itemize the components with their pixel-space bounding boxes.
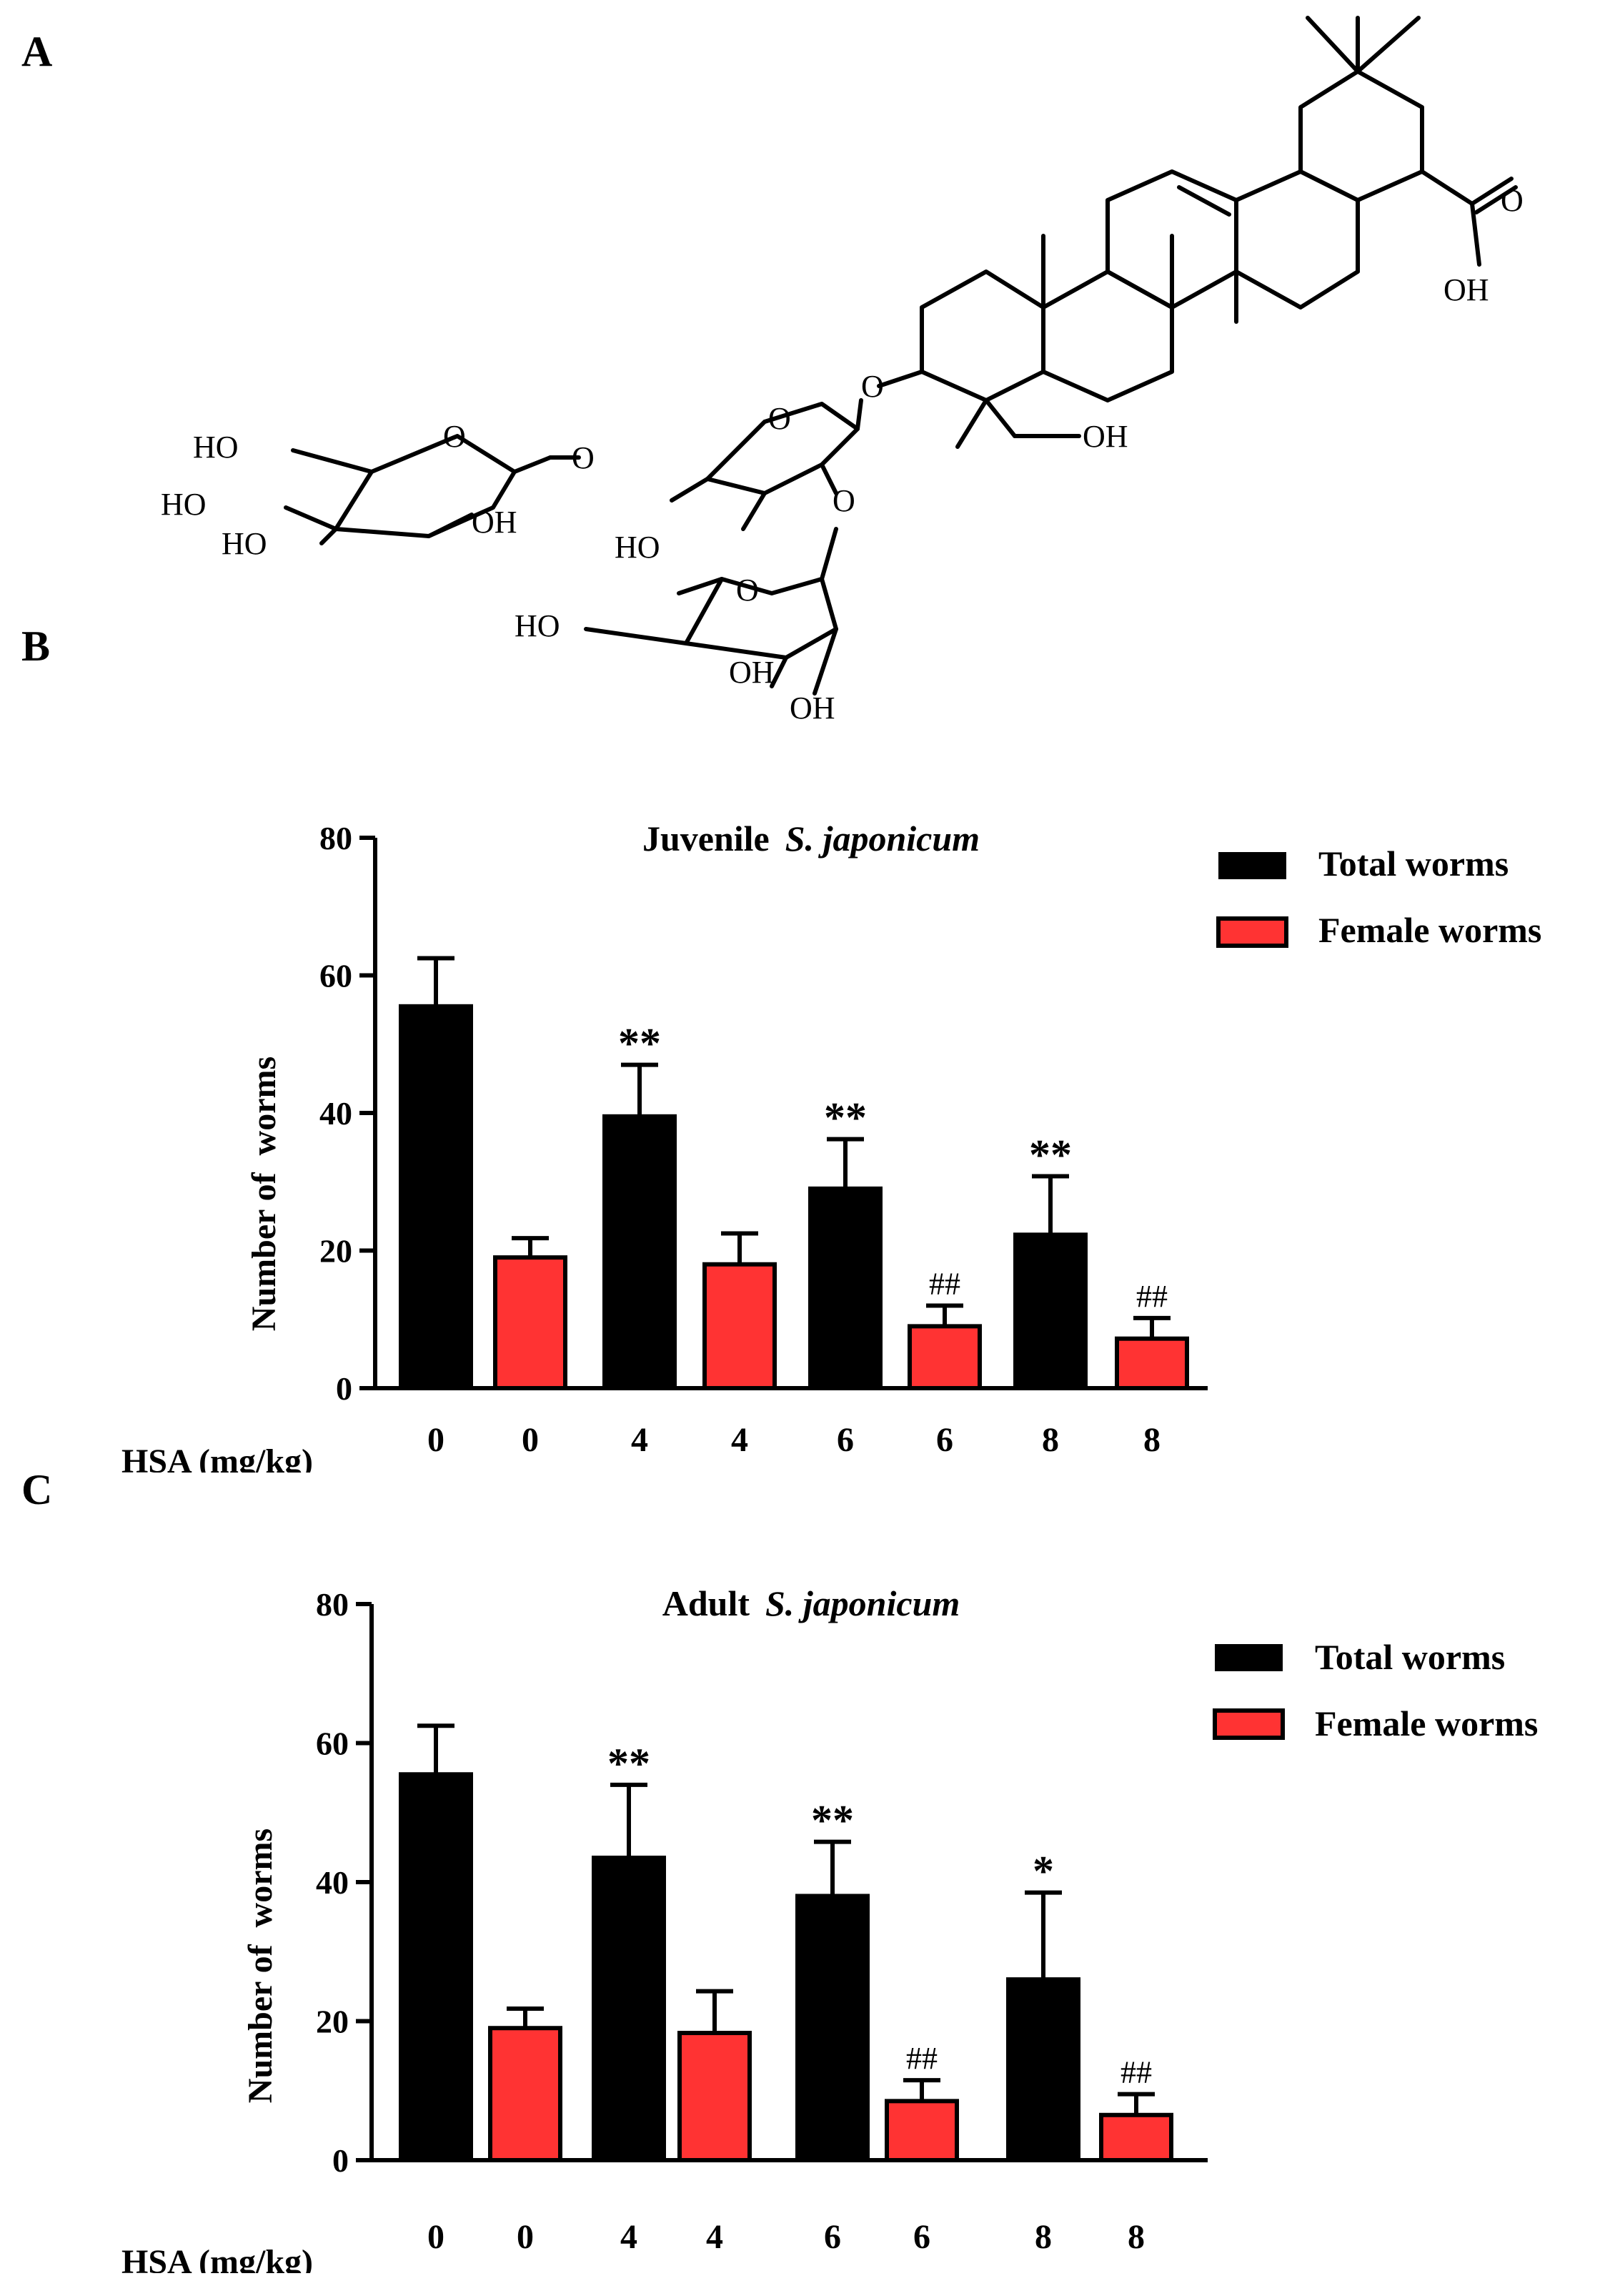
- chart-title-italic: S. japonicum: [785, 818, 980, 858]
- bar-total: [399, 1004, 473, 1390]
- significance-label: ##: [906, 2041, 938, 2076]
- chart-title-plain: Adult: [662, 1583, 750, 1623]
- x-tick-label: 4: [631, 1421, 648, 1459]
- sugar-ring-3: [684, 577, 838, 660]
- bar-female: [488, 2026, 562, 2162]
- y-tick-label: 60: [316, 1726, 349, 1762]
- x-tick-label: 6: [913, 2218, 930, 2256]
- ring-e: [1298, 69, 1424, 202]
- atom-label: OH: [472, 505, 517, 540]
- panel-label-b: B: [21, 623, 51, 670]
- x-tick-label: 6: [936, 1421, 953, 1459]
- atom-label: O: [861, 369, 884, 404]
- atom-label: HO: [515, 608, 560, 643]
- x-tick-label: 8: [1143, 1421, 1161, 1459]
- bar-total: [399, 1772, 473, 2162]
- y-tick-label: 80: [316, 1586, 349, 1623]
- legend-swatch-female: [1216, 916, 1288, 948]
- bar-chart-adult: Adult S. japonicum Number of worms HSA (m…: [121, 1583, 1538, 2273]
- bar-total: [808, 1186, 883, 1390]
- bar-total: [1006, 1977, 1080, 2163]
- bar-total: [592, 1855, 666, 2162]
- y-tick-label: 40: [319, 1095, 352, 1132]
- x-tick-label: 4: [731, 1421, 748, 1459]
- atom-label: HO: [193, 430, 239, 465]
- x-tick-label: 4: [620, 2218, 637, 2256]
- y-tick-label: 60: [319, 958, 352, 994]
- x-tick-label: 8: [1128, 2218, 1145, 2256]
- atom-label: O: [833, 483, 855, 518]
- bar-female: [908, 1324, 982, 1390]
- atom-label: OH: [1443, 272, 1489, 307]
- x-tick-label: 6: [824, 2218, 841, 2256]
- plot-area: 0 20 40 60 80 0 0 ** 4 4 ** 6 ## 6 ** 8 ## 8: [319, 820, 1208, 1459]
- chart-title: Adult S. japonicum: [662, 1583, 960, 1623]
- x-axis-label: HSA (mg/kg): [121, 2243, 313, 2273]
- legend-swatch-total: [1218, 852, 1286, 879]
- atom-label: O: [572, 440, 595, 475]
- y-tick-label: 0: [336, 1370, 352, 1407]
- panel-label-c: C: [21, 1466, 53, 1513]
- x-tick-label: 8: [1035, 2218, 1052, 2256]
- y-tick-label: 40: [316, 1864, 349, 1901]
- x-axis-label: HSA (mg/kg): [121, 1443, 313, 1473]
- bar-total: [602, 1114, 677, 1390]
- y-tick-label: 20: [319, 1233, 352, 1270]
- significance-label: ##: [929, 1267, 960, 1302]
- x-tick-label: 0: [427, 1421, 444, 1459]
- significance-label: ##: [1136, 1279, 1168, 1314]
- x-tick-label: 0: [522, 1421, 539, 1459]
- x-tick-label: 6: [837, 1421, 854, 1459]
- bar-female: [493, 1255, 567, 1390]
- legend-label-female: Female worms: [1315, 1703, 1538, 1743]
- y-axis-label: Number of worms: [242, 1829, 279, 2103]
- ring-b: [1041, 269, 1174, 402]
- atom-label: O: [768, 401, 791, 436]
- chart-title: Juvenile S. japonicum: [642, 818, 980, 858]
- legend-label-total: Total worms: [1315, 1637, 1505, 1677]
- bar-total: [1013, 1232, 1088, 1390]
- x-tick-label: 0: [427, 2218, 444, 2256]
- significance-label: **: [607, 1740, 650, 1787]
- legend-swatch-female: [1213, 1708, 1285, 1740]
- chart-title-italic: S. japonicum: [765, 1583, 960, 1623]
- significance-label: *: [1033, 1848, 1054, 1895]
- significance-label: **: [811, 1797, 854, 1844]
- atom-label: HO: [222, 526, 267, 561]
- chart-title-plain: Juvenile: [642, 818, 770, 858]
- panel-label-a: A: [21, 28, 53, 75]
- atom-label: O: [736, 573, 759, 608]
- significance-label: **: [618, 1020, 661, 1067]
- atom-label: HO: [161, 487, 207, 522]
- bar-female: [702, 1262, 777, 1390]
- x-tick-label: 4: [706, 2218, 723, 2256]
- y-tick-label: 0: [332, 2142, 349, 2179]
- atom-label: HO: [615, 530, 660, 565]
- ring-a: [920, 269, 1045, 402]
- legend-swatch-total: [1215, 1644, 1283, 1671]
- significance-label: **: [824, 1094, 867, 1142]
- significance-label: **: [1029, 1132, 1072, 1179]
- significance-label: ##: [1120, 2055, 1152, 2090]
- atom-label: OH: [729, 655, 775, 690]
- y-axis-label: Number of worms: [245, 1057, 283, 1331]
- legend-label-total: Total worms: [1318, 843, 1509, 884]
- atom-label: OH: [790, 691, 835, 726]
- bar-female: [1099, 2112, 1173, 2162]
- plot-area: 0 20 40 60 80 0 0 ** 4 4 ** 6 ## 6 * 8 ## 8: [316, 1586, 1208, 2256]
- atom-label: O: [443, 419, 466, 454]
- legend-label-female: Female worms: [1318, 910, 1541, 950]
- atom-label: O: [1501, 183, 1524, 218]
- bar-female: [885, 2099, 959, 2163]
- bar-female: [677, 2031, 752, 2162]
- x-tick-label: 8: [1042, 1421, 1059, 1459]
- y-tick-label: 80: [319, 820, 352, 856]
- y-tick-label: 20: [316, 2004, 349, 2040]
- atom-label: OH: [1083, 419, 1128, 454]
- chemical-structure: O HO HO HO OH O O HO O O HO OH OH O OH O…: [161, 16, 1524, 726]
- bar-chart-juvenile: Juvenile S. japonicum Number of worms HSA…: [121, 818, 1541, 1473]
- x-tick-label: 0: [517, 2218, 534, 2256]
- bar-total: [795, 1894, 870, 2162]
- bar-female: [1115, 1336, 1189, 1391]
